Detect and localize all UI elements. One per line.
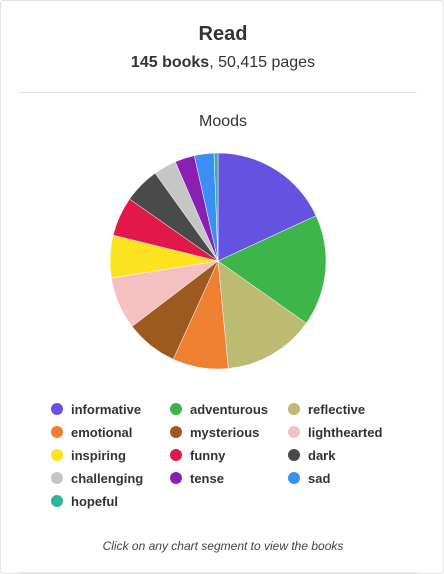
pie-slice-informative[interactable] — [217, 152, 317, 262]
legend-swatch — [288, 426, 300, 438]
legend-label: lighthearted — [308, 424, 383, 440]
chart-title: Moods — [198, 113, 248, 130]
pie-slice-hopeful[interactable] — [213, 152, 219, 262]
legend-swatch — [51, 495, 63, 507]
legend-item-challenging[interactable]: challenging — [51, 468, 143, 488]
legend-swatch — [51, 449, 63, 461]
stats-header: Read 145 books, 50,415 pages — [1, 23, 444, 72]
legend-swatch — [170, 403, 182, 415]
legend-label: dark — [308, 447, 336, 463]
stats-summary: 145 books, 50,415 pages — [1, 54, 444, 72]
legend-item-lighthearted[interactable]: lighthearted — [288, 422, 382, 442]
legend-item-dark[interactable]: dark — [288, 445, 335, 465]
pie-slice-adventurous[interactable] — [217, 215, 327, 324]
legend-swatch — [170, 472, 182, 484]
legend-swatch — [51, 426, 63, 438]
legend-swatch — [51, 472, 63, 484]
legend-item-funny[interactable]: funny — [170, 445, 225, 465]
legend-swatch — [288, 449, 300, 461]
chart-hint: Click on any chart segment to view the b… — [102, 539, 344, 553]
legend-item-emotional[interactable]: emotional — [51, 422, 132, 442]
legend-swatch — [170, 426, 182, 438]
legend-item-sad[interactable]: sad — [288, 468, 330, 488]
legend-swatch — [51, 403, 63, 415]
legend-swatch — [170, 449, 182, 461]
divider — [19, 572, 417, 573]
legend-label: tense — [190, 470, 224, 486]
legend-label: funny — [190, 447, 226, 463]
pie-slice-reflective[interactable] — [217, 260, 307, 369]
divider — [19, 92, 417, 93]
books-count: 145 books — [130, 54, 210, 71]
legend-swatch — [288, 472, 300, 484]
moods-pie-chart[interactable] — [106, 149, 330, 373]
legend-item-reflective[interactable]: reflective — [288, 399, 365, 419]
legend-item-tense[interactable]: tense — [170, 468, 224, 488]
legend-item-hopeful[interactable]: hopeful — [51, 491, 118, 511]
legend-label: informative — [71, 401, 142, 417]
legend-label: sad — [308, 470, 331, 486]
legend-label: reflective — [308, 401, 366, 417]
legend-label: adventurous — [190, 401, 269, 417]
legend-item-inspiring[interactable]: inspiring — [51, 445, 126, 465]
pages-count: , 50,415 pages — [209, 54, 316, 71]
legend-item-adventurous[interactable]: adventurous — [170, 399, 268, 419]
stats-title: Read — [198, 23, 248, 45]
legend-item-informative[interactable]: informative — [51, 399, 141, 419]
legend-label: mysterious — [190, 424, 260, 440]
legend-label: challenging — [71, 470, 144, 486]
legend-label: hopeful — [71, 493, 118, 509]
legend-swatch — [288, 403, 300, 415]
legend-label: emotional — [71, 424, 133, 440]
legend-item-mysterious[interactable]: mysterious — [170, 422, 259, 442]
legend-label: inspiring — [71, 447, 126, 463]
